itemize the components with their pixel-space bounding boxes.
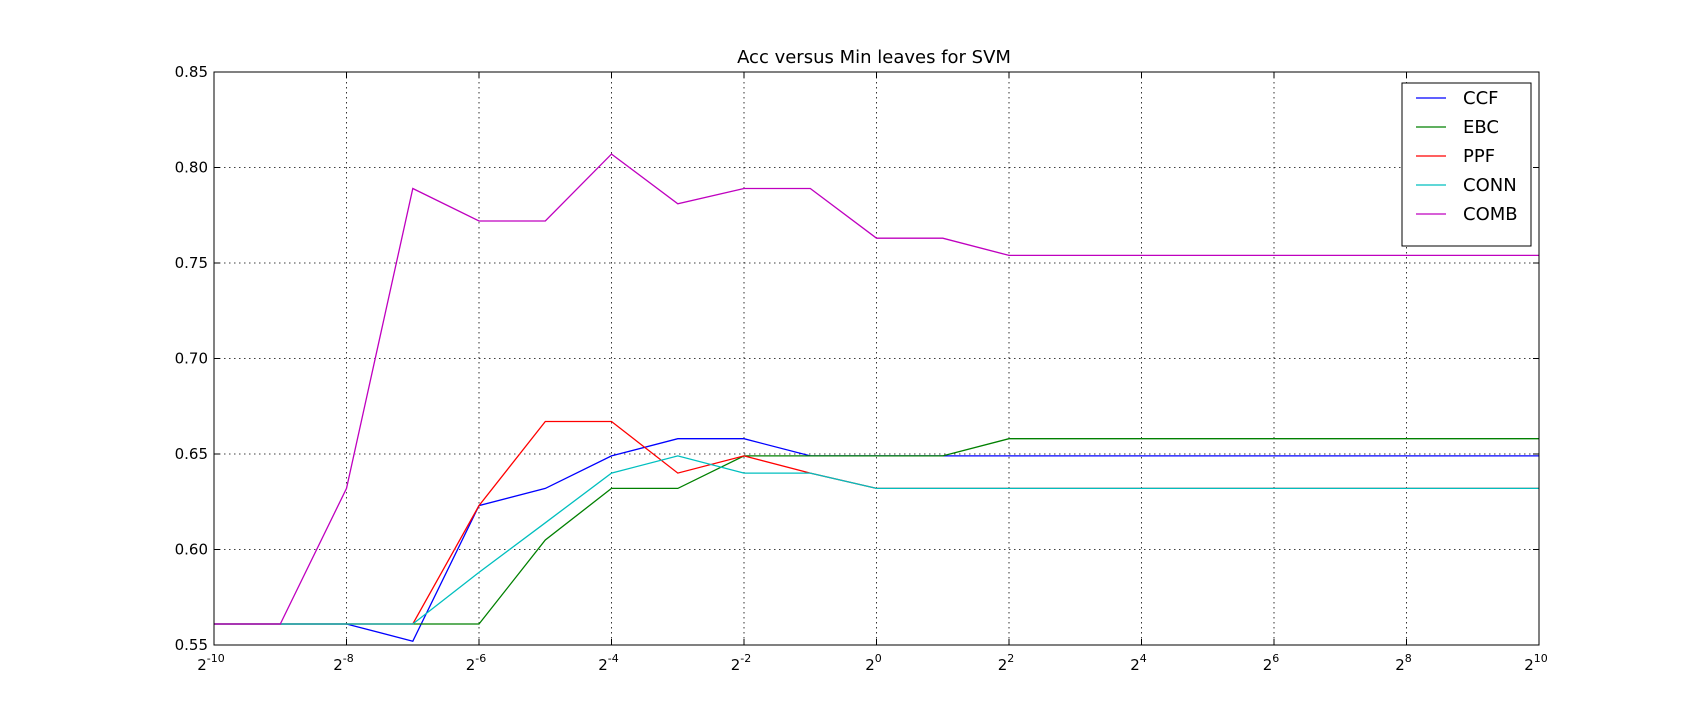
y-tick-label: 0.85: [175, 63, 208, 81]
legend-label-comb: COMB: [1463, 204, 1518, 225]
series-line-comb: [214, 153, 1539, 625]
legend-label-ppf: PPF: [1463, 146, 1495, 167]
chart-title: Acc versus Min leaves for SVM: [737, 47, 1011, 68]
y-tick-label: 0.70: [175, 350, 208, 368]
axis-ticks: [213, 71, 1540, 646]
x-tick-label: 2-4: [598, 652, 619, 674]
x-tick-label: 26: [1263, 652, 1280, 674]
tick-labels: 2-10 2-8 2-6 2-4 2-2 20 22 24 26 28 210 0.55 0.60 0.6…: [175, 63, 1548, 674]
legend-box: [1401, 82, 1532, 247]
x-tick-label: 28: [1395, 652, 1412, 674]
x-tick-label: 24: [1130, 652, 1147, 674]
x-tick-label: 20: [865, 652, 882, 674]
legend-label-ebc: EBC: [1463, 117, 1499, 138]
legend-label-conn: CONN: [1463, 175, 1517, 196]
x-tick-label: 2-2: [731, 652, 752, 674]
y-tick-label: 0.80: [175, 159, 208, 177]
series-line-ebc: [214, 438, 1539, 625]
y-tick-label: 0.65: [175, 445, 208, 463]
y-tick-label: 0.60: [175, 541, 208, 559]
legend-label-ccf: CCF: [1463, 88, 1499, 109]
series-line-conn: [214, 455, 1539, 625]
y-tick-label: 0.75: [175, 254, 208, 272]
y-tick-label: 0.55: [175, 636, 208, 654]
x-tick-label: 210: [1524, 652, 1548, 674]
x-tick-label: 2-10: [197, 652, 225, 674]
series-lines: [214, 153, 1539, 642]
x-tick-label: 2-6: [466, 652, 487, 674]
x-tick-label: 22: [998, 652, 1015, 674]
x-tick-label: 2-8: [333, 652, 354, 674]
legend: CCF EBC PPF CONN COMB: [1401, 82, 1532, 247]
